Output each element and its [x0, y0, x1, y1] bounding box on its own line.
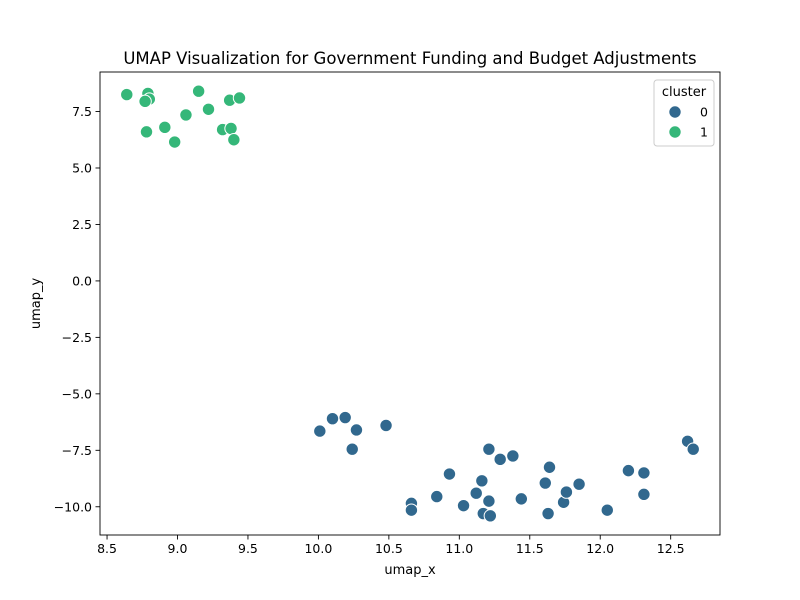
- data-point-cluster-0: [338, 410, 352, 425]
- data-point-cluster-0: [345, 442, 359, 456]
- legend-marker-1: [668, 125, 682, 139]
- data-point-cluster-0: [541, 506, 555, 521]
- data-point-cluster-0: [483, 509, 498, 523]
- data-point-cluster-0: [475, 474, 489, 488]
- data-point-cluster-1: [167, 135, 182, 149]
- data-point-cluster-1: [224, 121, 238, 136]
- x-tick-label: 12.0: [586, 541, 614, 556]
- data-point-cluster-0: [349, 423, 364, 437]
- data-point-cluster-1: [120, 87, 134, 102]
- legend-label-1: 1: [700, 125, 708, 140]
- data-point-cluster-0: [404, 503, 419, 517]
- data-point-cluster-1: [232, 91, 247, 105]
- data-point-cluster-0: [514, 492, 529, 506]
- y-tick-label: −7.5: [62, 443, 92, 458]
- data-point-cluster-0: [686, 442, 700, 456]
- chart-title: UMAP Visualization for Government Fundin…: [123, 49, 696, 68]
- data-point-cluster-0: [469, 486, 483, 500]
- x-tick-label: 12.5: [657, 541, 685, 556]
- data-point-cluster-1: [138, 94, 152, 109]
- y-tick-label: 5.0: [72, 160, 92, 175]
- data-point-cluster-1: [191, 84, 206, 98]
- y-tick-label: −10.0: [54, 499, 92, 514]
- plot-area: 8.5 9.0 9.5 10.0 10.5 11.0 11.5 12.0 12.5 7.5 5.0 2…: [54, 84, 700, 556]
- axes-frame: [99, 71, 721, 536]
- legend-label-0: 0: [700, 105, 708, 120]
- data-point-cluster-0: [506, 449, 520, 463]
- data-point-cluster-1: [158, 120, 172, 135]
- x-axis-label: umap_x: [384, 563, 436, 578]
- data-point-cluster-1: [139, 125, 154, 139]
- legend-marker-0: [668, 105, 682, 119]
- y-tick-label: 0.0: [72, 273, 92, 288]
- data-point-cluster-0: [442, 467, 457, 481]
- x-tick-label: 10.0: [304, 541, 332, 556]
- data-point-cluster-0: [637, 466, 651, 480]
- data-point-cluster-1: [201, 102, 216, 116]
- legend-entries: 01: [668, 105, 708, 140]
- legend-title: cluster: [662, 85, 707, 100]
- x-tick-label: 9.5: [238, 541, 258, 556]
- x-tick-label: 8.5: [97, 541, 117, 556]
- data-point-cluster-0: [430, 489, 444, 504]
- data-point-cluster-0: [572, 477, 586, 491]
- x-tick-label: 11.0: [445, 541, 473, 556]
- data-point-cluster-0: [621, 463, 636, 478]
- data-point-cluster-1: [179, 108, 193, 122]
- data-point-cluster-0: [637, 487, 651, 502]
- data-point-cluster-0: [456, 498, 471, 513]
- data-point-cluster-0: [493, 452, 507, 467]
- y-tick-label: −5.0: [62, 386, 92, 401]
- data-point-cluster-0: [600, 503, 614, 517]
- y-axis-label: umap_y: [29, 278, 44, 330]
- x-tick-label: 9.0: [168, 541, 188, 556]
- x-tick-label: 10.5: [375, 541, 403, 556]
- data-point-cluster-0: [482, 494, 496, 508]
- series-cluster-0: [313, 410, 700, 523]
- data-point-cluster-0: [379, 418, 393, 433]
- data-point-cluster-0: [325, 411, 340, 426]
- data-point-cluster-0: [559, 485, 574, 499]
- data-point-cluster-1: [227, 133, 241, 147]
- x-tick-label: 11.5: [516, 541, 544, 556]
- series-cluster-1: [120, 84, 247, 149]
- y-tick-label: 7.5: [72, 104, 92, 119]
- y-tick-label: −2.5: [62, 330, 92, 345]
- y-tick-label: 2.5: [72, 217, 92, 232]
- data-point-cluster-0: [482, 442, 496, 456]
- data-point-cluster-0: [313, 424, 327, 438]
- data-point-cluster-0: [538, 476, 552, 490]
- data-point-cluster-0: [542, 460, 557, 474]
- legend: cluster 01: [653, 79, 715, 147]
